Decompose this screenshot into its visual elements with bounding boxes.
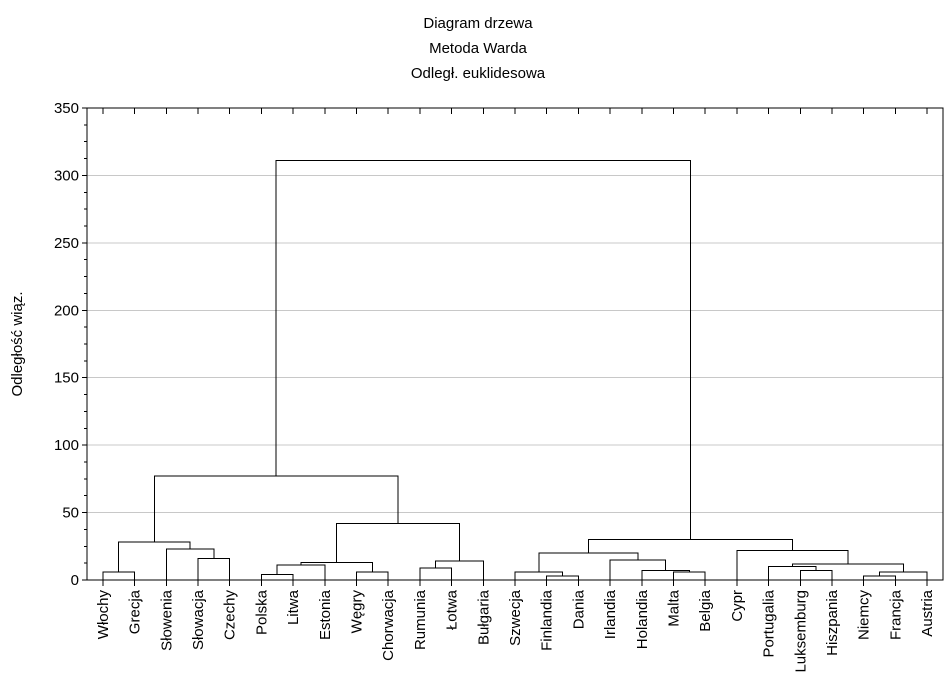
merge-link-m12 [153, 475, 399, 543]
leaf-label: Irlandia [602, 589, 619, 639]
leaf-label: Niemcy [856, 590, 873, 641]
merge-link-m26 [275, 160, 691, 540]
leaf-label: Włochy [95, 590, 112, 640]
merge-link-m7 [355, 571, 389, 580]
y-tick-label: 150 [54, 370, 79, 387]
merge-link-m17 [609, 559, 667, 580]
leaf-label: Rumunia [412, 589, 429, 650]
leaf-label: Grecja [127, 589, 144, 634]
chart-title-line-2: Metoda Warda [429, 40, 527, 57]
leaf-label: Cypr [729, 590, 746, 622]
leaf-label: Litwa [285, 589, 302, 625]
merge-link-m6 [276, 564, 326, 580]
merge-link-m22 [879, 571, 928, 580]
merge-link-m2 [197, 557, 231, 580]
merge-link-m5 [260, 574, 294, 580]
merge-link-m19 [799, 570, 833, 580]
merge-link-m3 [165, 548, 215, 580]
leaf-label: Holandia [634, 589, 651, 649]
leaf-label: Finlandia [539, 589, 556, 651]
leaf-label: Portugalia [761, 589, 778, 657]
dendrogram-links [102, 160, 928, 580]
leaf-label: Słowacja [190, 589, 207, 650]
y-tick-label: 250 [54, 235, 79, 252]
y-axis: 0 50 100 150 200 250 300 350 [54, 100, 87, 589]
chart-title-line-1: Diagram drzewa [423, 15, 533, 32]
leaf-label: Chorwacja [380, 589, 397, 661]
merge-link-m11 [336, 522, 461, 563]
leaf-label: Malta [666, 589, 683, 626]
merge-link-m20 [768, 566, 817, 580]
leaf-label: Szwecja [507, 589, 524, 646]
leaf-label: Węgry [348, 590, 365, 634]
leaf-label: Austria [919, 589, 936, 636]
merge-link-m4 [118, 541, 191, 572]
chart-title-line-3: Odległ. euklidesowa [411, 65, 546, 82]
leaf-label: Czechy [222, 590, 239, 641]
merge-link-m15 [673, 571, 706, 580]
chart-title: Diagram drzewa Metoda Warda Odległ. euklid… [411, 15, 546, 82]
merge-link-m9 [419, 567, 453, 580]
merge-link-m8 [300, 561, 373, 572]
y-tick-label: 100 [54, 437, 79, 454]
plot-frame [86, 107, 944, 581]
merge-link-m25 [587, 539, 793, 554]
gridlines [87, 174, 943, 514]
y-tick-label: 50 [62, 505, 79, 522]
leaf-label: Belgia [697, 589, 714, 631]
leaf-label: Hiszpania [824, 589, 841, 656]
merge-link-m13 [546, 575, 579, 580]
merge-link-m10 [435, 560, 484, 580]
leaf-label: Polska [253, 589, 270, 635]
leaf-label: Luksemburg [792, 590, 809, 673]
x-axis: Włochy Grecja Słowenia Słowacja Czechy Polska… [95, 108, 936, 673]
merge-link-m14 [514, 571, 564, 580]
leaf-label: Łotwa [444, 589, 461, 630]
y-tick-label: 0 [71, 572, 79, 589]
merge-link-m21 [863, 575, 896, 580]
leaf-label: Słowenia [158, 589, 175, 651]
y-tick-label: 200 [54, 302, 79, 319]
leaf-label: Estonia [317, 589, 334, 640]
y-tick-label: 350 [54, 100, 79, 117]
y-tick-label: 300 [54, 167, 79, 184]
leaf-label: Francja [887, 589, 904, 640]
merge-link-m18 [538, 552, 639, 572]
leaf-label: Bułgaria [475, 589, 492, 645]
leaf-label: Dania [570, 589, 587, 629]
merge-link-m1 [102, 571, 136, 580]
y-axis-label: Odległość wiąz. [9, 291, 26, 396]
